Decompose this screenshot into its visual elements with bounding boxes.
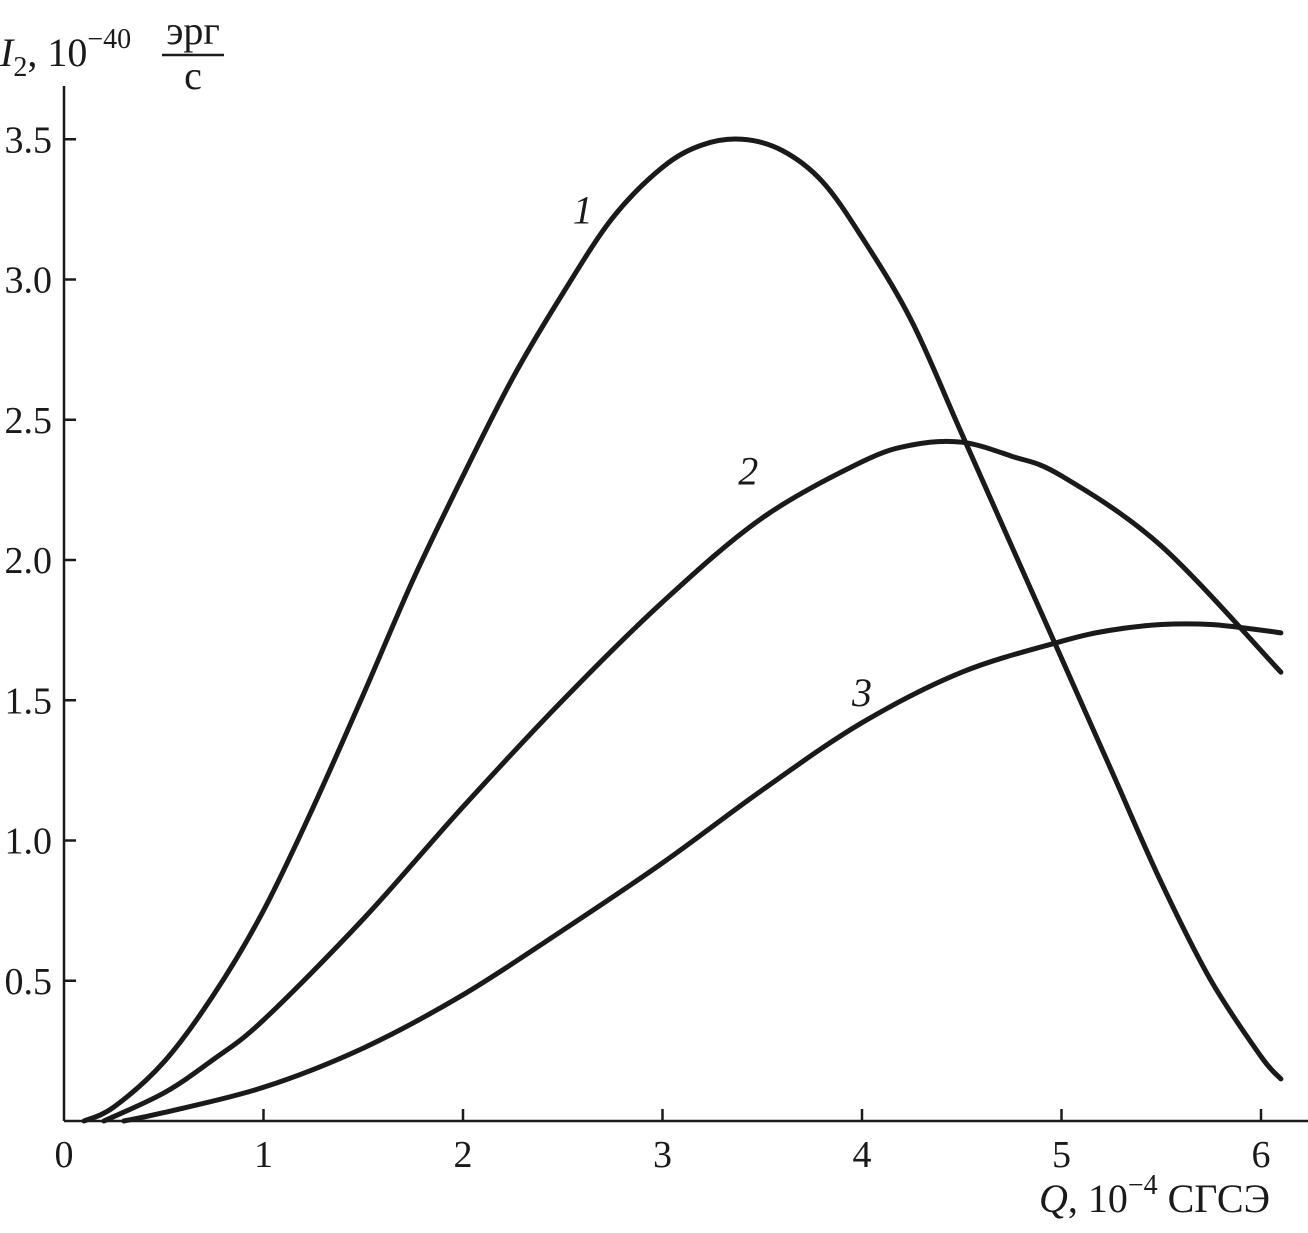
y-tick-label: 1.0 [5, 821, 53, 863]
y-tick-label: 2.0 [5, 540, 53, 582]
series-label-3: 3 [851, 670, 872, 715]
ticks: 0 1 2 3 4 5 6 0.5 1.0 1.5 2.0 2.5 3.0 3.5 [5, 119, 1271, 1176]
series-group: 1 2 3 [81, 136, 1284, 1124]
x-tick-label: 1 [254, 1134, 273, 1176]
y-tick-label: 3.5 [5, 119, 53, 161]
series-line-3 [121, 621, 1284, 1124]
y-axis-unit-numerator: эрг [166, 8, 220, 53]
x-tick-label: 0 [55, 1134, 74, 1176]
x-axis-label: Q, 10−4 СГСЭ [1039, 1170, 1270, 1221]
series-line-1 [81, 136, 1284, 1124]
series-label-2: 2 [738, 448, 758, 493]
series-line-2 [101, 438, 1284, 1124]
y-axis-label: I2, 10−40 [0, 24, 131, 83]
y-tick-label: 0.5 [5, 961, 53, 1003]
series-label-1: 1 [573, 187, 593, 232]
y-tick-label: 1.5 [5, 680, 53, 722]
x-tick-label: 4 [853, 1134, 872, 1176]
y-tick-label: 3.0 [5, 260, 53, 302]
axes [62, 86, 1308, 1123]
y-axis-unit-denominator: с [184, 53, 202, 98]
x-tick-label: 5 [1052, 1134, 1071, 1176]
x-tick-label: 3 [653, 1134, 672, 1176]
y-tick-label: 2.5 [5, 400, 53, 442]
x-tick-label: 6 [1252, 1134, 1271, 1176]
x-tick-label: 2 [454, 1134, 473, 1176]
